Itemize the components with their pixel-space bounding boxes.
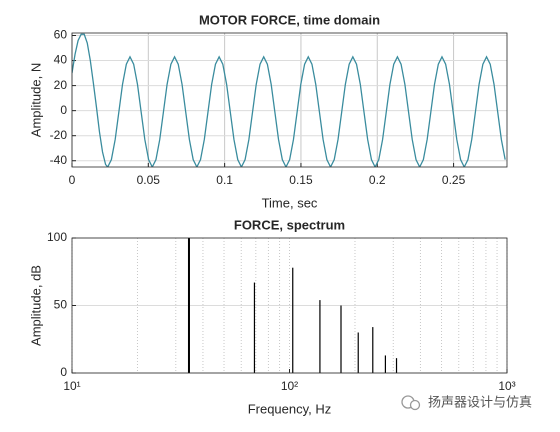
y-tick-label: 60 xyxy=(54,28,68,42)
y-tick-label: -40 xyxy=(50,153,68,167)
y-tick-label: 100 xyxy=(47,230,67,244)
x-tick-label: 10² xyxy=(281,379,298,393)
watermark: 扬声器设计与仿真 xyxy=(428,394,532,409)
x-axis-label: Frequency, Hz xyxy=(248,401,332,416)
x-tick-label: 10³ xyxy=(498,379,515,393)
x-tick-label: 0.05 xyxy=(137,173,161,187)
x-tick-label: 0.2 xyxy=(369,173,386,187)
watermark-icon xyxy=(401,395,421,411)
line xyxy=(72,33,506,167)
plot-area xyxy=(72,33,507,167)
y-tick-label: -20 xyxy=(50,128,68,142)
axes-box xyxy=(71,237,508,374)
y-axis-label: Amplitude, N xyxy=(28,63,43,137)
chart-title: MOTOR FORCE, time domain xyxy=(199,12,380,27)
y-tick-label: 40 xyxy=(54,53,68,67)
x-tick-label: 0.1 xyxy=(216,173,233,187)
series xyxy=(187,238,398,373)
x-tick-label: 0 xyxy=(69,173,76,187)
y-tick-label: 0 xyxy=(60,365,67,379)
y-tick-label: 20 xyxy=(54,78,68,92)
x-axis-label: Time, sec xyxy=(262,195,318,210)
x-tick-label: 10¹ xyxy=(63,379,80,393)
y-tick-label: 0 xyxy=(60,103,67,117)
x-tick-label: 0.15 xyxy=(289,173,313,187)
chart-title: FORCE, spectrum xyxy=(234,217,345,232)
x-tick-label: 0.25 xyxy=(442,173,466,187)
y-axis-label: Amplitude, dB xyxy=(28,265,43,346)
y-tick-label: 50 xyxy=(54,298,68,312)
axes-box xyxy=(71,32,508,168)
series xyxy=(72,33,506,167)
